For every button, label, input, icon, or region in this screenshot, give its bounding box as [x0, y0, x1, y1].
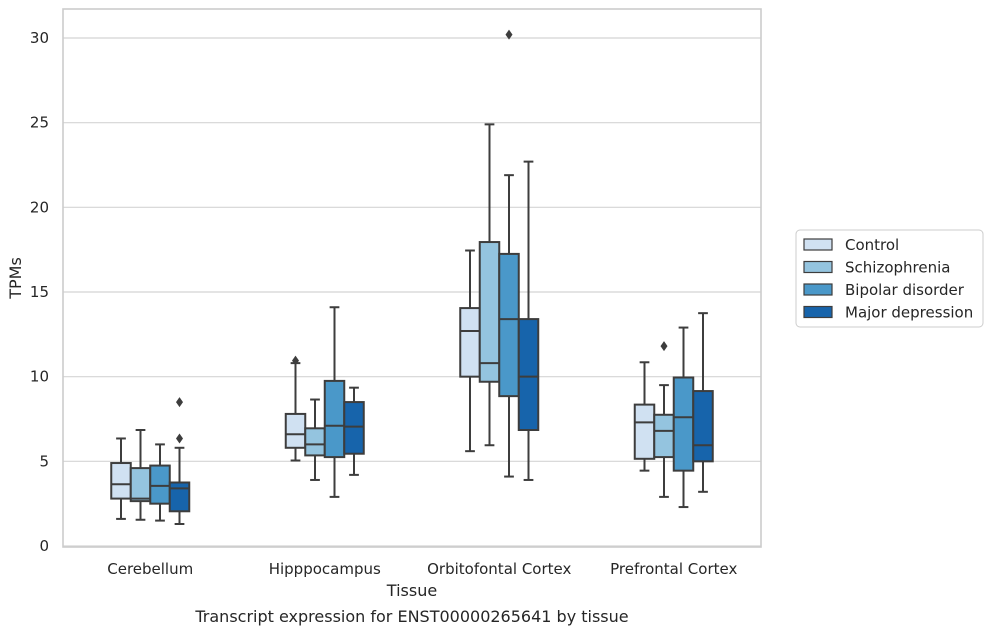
legend: Control Schizophrenia Bipolar disorder Majo… [795, 229, 984, 328]
chart-caption: Transcript expression for ENST0000026564… [194, 607, 628, 626]
box [168, 481, 191, 513]
legend-swatch [803, 283, 833, 296]
y-axis-ticks: 0 5 10 15 20 25 30 [30, 29, 49, 555]
box [110, 462, 132, 500]
legend-frame [795, 229, 984, 328]
legend-label: Bipolar disorder [845, 281, 965, 299]
box [672, 376, 695, 472]
x-tick-label: Hipppocampus [269, 560, 381, 578]
box [498, 252, 520, 398]
legend-label: Major depression [845, 304, 973, 322]
x-tick-label: Prefrontal Cortex [610, 560, 737, 578]
outlier-point [176, 433, 183, 444]
y-tick-label: 20 [30, 198, 49, 216]
x-axis-title: Tissue [386, 581, 437, 600]
legend-label: Control [845, 236, 899, 254]
box [459, 307, 481, 378]
outlier-point [176, 397, 183, 408]
box [323, 379, 346, 459]
y-tick-label: 30 [30, 29, 49, 47]
box [633, 403, 656, 460]
box [129, 467, 152, 503]
y-tick-label: 10 [30, 368, 49, 386]
box [692, 390, 714, 463]
x-tick-label: Orbitofontal Cortex [427, 560, 571, 578]
legend-swatch [803, 260, 833, 274]
box [304, 427, 326, 457]
series-3 [168, 160, 714, 525]
x-tick-label: Cerebellum [107, 560, 193, 578]
box-series [110, 29, 714, 525]
outlier-point [660, 341, 668, 352]
box [653, 413, 675, 459]
y-tick-label: 0 [39, 537, 49, 555]
outlier-point [292, 355, 299, 366]
y-axis-title: TPMs [6, 257, 25, 300]
box [517, 318, 540, 432]
legend-swatch [803, 238, 833, 251]
series-0 [110, 249, 656, 520]
plot-frame [62, 8, 762, 548]
box [284, 412, 307, 449]
series-2 [149, 29, 695, 522]
y-tick-label: 5 [39, 452, 49, 470]
box [478, 241, 501, 383]
legend-swatch [803, 305, 833, 319]
legend-label: Schizophrenia [845, 259, 950, 277]
x-axis-ticks: Cerebellum Hipppocampus Orbitofontal Corte… [107, 560, 737, 578]
outlier-point [505, 29, 513, 40]
series-1 [129, 123, 675, 521]
y-tick-label: 25 [30, 114, 49, 132]
y-tick-label: 15 [30, 283, 49, 301]
box [149, 464, 171, 505]
box [343, 401, 365, 455]
